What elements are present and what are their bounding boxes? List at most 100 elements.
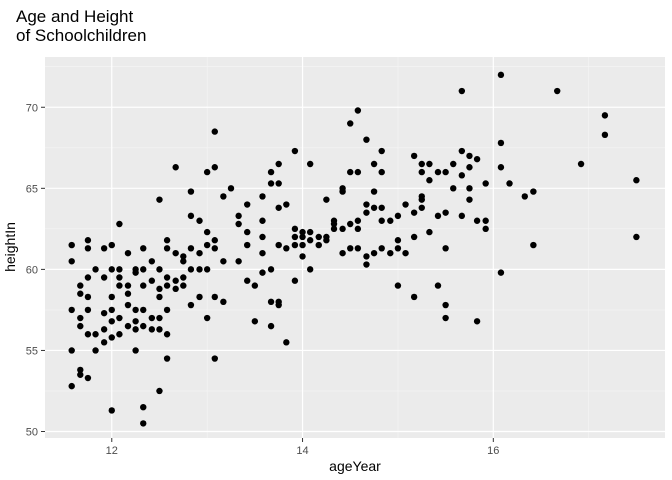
data-point (163, 355, 171, 362)
data-point (497, 71, 505, 79)
y-tick-label: 70 (26, 102, 38, 114)
data-point (275, 160, 282, 168)
data-point (108, 318, 115, 325)
data-point (140, 282, 147, 289)
data-point (132, 326, 139, 333)
data-point (156, 293, 163, 301)
data-point (251, 282, 259, 289)
data-point (187, 188, 195, 195)
data-point (394, 237, 402, 244)
data-point (68, 306, 75, 314)
data-point (68, 382, 75, 390)
data-point (434, 282, 442, 289)
data-point (450, 185, 457, 192)
data-point (633, 233, 640, 241)
data-point (196, 266, 203, 273)
data-point (418, 160, 425, 168)
data-point (156, 326, 163, 333)
data-point (378, 168, 385, 176)
data-point (140, 266, 147, 273)
data-point (315, 241, 322, 249)
data-point (235, 212, 242, 220)
y-tick-label: 50 (26, 427, 38, 439)
data-point (330, 220, 338, 228)
data-point (196, 293, 203, 301)
data-point (148, 258, 156, 265)
data-point (347, 168, 354, 176)
data-point (354, 168, 362, 176)
data-point (140, 322, 147, 330)
data-point (315, 233, 322, 241)
data-point (394, 245, 402, 252)
data-point (497, 269, 505, 276)
data-point (482, 225, 489, 233)
data-points (68, 71, 640, 427)
data-point (506, 180, 513, 187)
data-point (299, 253, 306, 260)
data-point (473, 155, 481, 163)
data-point (108, 266, 115, 273)
data-point (402, 201, 409, 208)
data-point (306, 266, 314, 273)
data-point (108, 306, 115, 314)
data-point (124, 301, 132, 309)
data-point (299, 241, 306, 249)
data-point (244, 201, 251, 208)
data-point (203, 241, 211, 249)
data-point (108, 334, 115, 341)
x-tick-label: 14 (296, 445, 308, 457)
y-axis-ticks: 50 55 60 65 70 (26, 102, 45, 439)
data-point (84, 237, 92, 244)
data-point (347, 120, 354, 127)
data-point (497, 164, 505, 171)
data-point (116, 220, 123, 228)
data-point (100, 326, 108, 333)
data-point (601, 112, 609, 119)
data-point (378, 245, 385, 252)
data-point (235, 258, 242, 265)
data-point (180, 274, 187, 281)
data-point (148, 326, 156, 333)
data-point (259, 249, 266, 257)
data-point (163, 274, 171, 281)
data-point (418, 204, 425, 211)
data-point (172, 164, 179, 171)
data-point (203, 228, 211, 236)
data-point (68, 258, 75, 265)
data-point (306, 160, 314, 168)
data-point (77, 282, 84, 289)
data-point (132, 347, 139, 354)
y-tick-label: 60 (26, 264, 38, 276)
data-point (140, 403, 147, 411)
data-point (306, 237, 314, 244)
data-point (339, 225, 346, 233)
data-point (211, 355, 218, 362)
x-tick-label: 16 (487, 445, 499, 457)
data-point (466, 164, 473, 171)
data-point (275, 301, 282, 309)
data-point (100, 339, 108, 346)
data-point (156, 314, 163, 322)
data-point (148, 277, 156, 284)
data-point (172, 285, 179, 293)
data-point (354, 225, 362, 233)
data-point (426, 228, 433, 236)
data-point (84, 374, 92, 382)
data-point (410, 152, 418, 160)
data-point (77, 371, 84, 378)
data-point (299, 228, 306, 236)
data-point (466, 152, 473, 160)
data-point (100, 309, 108, 317)
data-point (330, 225, 338, 233)
data-point (116, 282, 123, 289)
data-point (116, 314, 123, 322)
data-point (347, 245, 354, 252)
data-point (187, 301, 195, 309)
x-axis-ticks: 12 14 16 (106, 438, 499, 457)
data-point (267, 266, 275, 273)
data-point (100, 245, 108, 252)
data-point (554, 87, 561, 95)
data-point (259, 233, 266, 241)
data-point (140, 420, 147, 427)
y-axis-title: heightIn (2, 222, 18, 272)
